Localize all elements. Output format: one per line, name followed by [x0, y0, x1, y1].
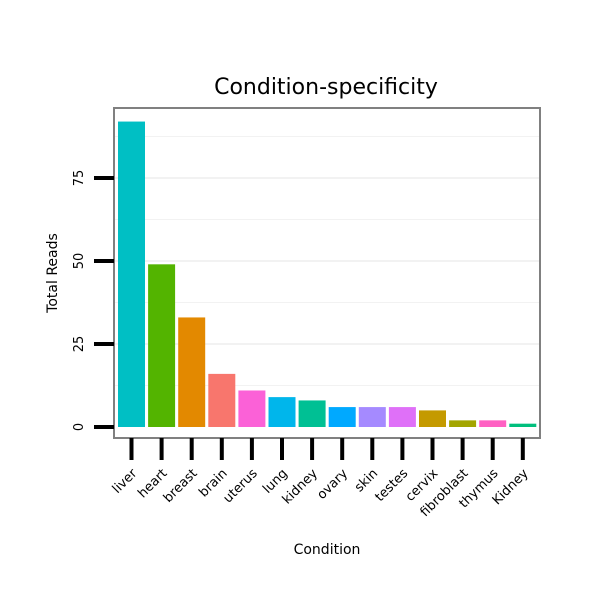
- y-tick-label: 0: [72, 423, 87, 431]
- x-axis-title: Condition: [294, 542, 361, 558]
- bar-kidney: [298, 400, 326, 427]
- y-tick-label: 75: [72, 170, 87, 187]
- chart-title: Condition-specificity: [214, 75, 438, 100]
- bar-brain: [208, 373, 236, 427]
- bar-testes: [388, 407, 416, 427]
- bar-liver: [118, 121, 145, 427]
- x-tick-label: breast: [161, 466, 201, 506]
- x-tick-label: uterus: [221, 466, 261, 506]
- bar-kidney: [509, 423, 537, 427]
- y-tick-label: 25: [72, 336, 87, 353]
- bar-uterus: [238, 390, 266, 427]
- y-tick-label: 50: [72, 253, 87, 270]
- x-tick-label: testes: [373, 466, 412, 505]
- x-tick-label: ovary: [315, 466, 352, 503]
- bar-cervix: [419, 410, 446, 427]
- bar-thymus: [479, 420, 507, 427]
- bar-heart: [148, 264, 176, 427]
- bar-lung: [268, 397, 296, 427]
- plot-panel: [113, 107, 541, 439]
- y-axis-title: Total Reads: [45, 233, 61, 314]
- bar-ovary: [328, 407, 356, 427]
- bar-fibroblast: [449, 420, 477, 427]
- bar-breast: [178, 317, 206, 427]
- bar-skin: [358, 407, 386, 427]
- y-axis: 0 25 50 75: [72, 170, 114, 431]
- bars: [118, 121, 537, 427]
